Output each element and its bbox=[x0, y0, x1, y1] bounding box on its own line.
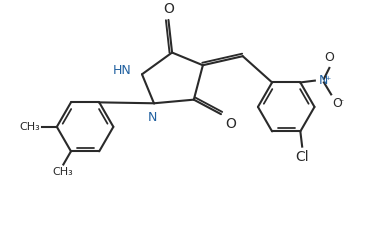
Text: O: O bbox=[163, 2, 174, 16]
Text: ⁻: ⁻ bbox=[338, 99, 344, 109]
Text: O: O bbox=[324, 51, 334, 64]
Text: ⁺: ⁺ bbox=[325, 76, 330, 86]
Text: HN: HN bbox=[113, 64, 132, 77]
Text: O: O bbox=[225, 117, 236, 131]
Text: N: N bbox=[147, 111, 157, 124]
Text: N: N bbox=[318, 74, 328, 87]
Text: Cl: Cl bbox=[295, 150, 309, 164]
Text: CH₃: CH₃ bbox=[52, 167, 73, 177]
Text: CH₃: CH₃ bbox=[20, 122, 41, 132]
Text: O: O bbox=[332, 97, 342, 110]
